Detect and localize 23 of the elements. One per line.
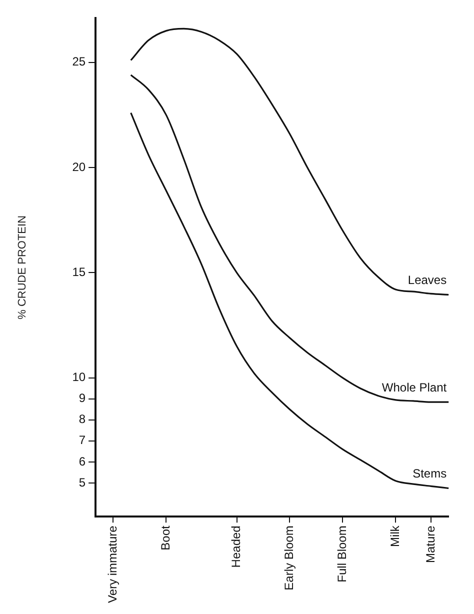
y-tick-label: 6 [78, 454, 86, 468]
y-tick-label: 8 [78, 412, 86, 426]
y-axis-title: % CRUDE PROTEIN [16, 215, 29, 320]
x-tick-label: Milk [388, 524, 402, 547]
y-tick-label: 20 [72, 160, 86, 174]
y-tick-label: 10 [72, 370, 86, 384]
y-tick-label: 7 [78, 433, 86, 448]
x-tick-label: Headed [229, 526, 244, 568]
line-series [130, 28, 450, 296]
series-label: Leaves [408, 273, 447, 288]
x-tick-label: Full Bloom [334, 526, 349, 582]
line-series [130, 112, 450, 490]
x-tick-label: Early Bloom [282, 526, 296, 590]
y-tick-label: 15 [72, 264, 86, 279]
series-label: Stems [412, 466, 447, 481]
series-label: Whole Plant [382, 380, 448, 394]
line-series [130, 74, 450, 403]
y-tick-label: 25 [72, 54, 86, 69]
y-tick-label: 9 [78, 391, 86, 406]
x-tick-label: Very immature [106, 525, 120, 604]
x-tick-label: Boot [158, 524, 172, 550]
x-tick-label: Mature [423, 525, 438, 564]
y-tick-label: 5 [78, 475, 86, 490]
